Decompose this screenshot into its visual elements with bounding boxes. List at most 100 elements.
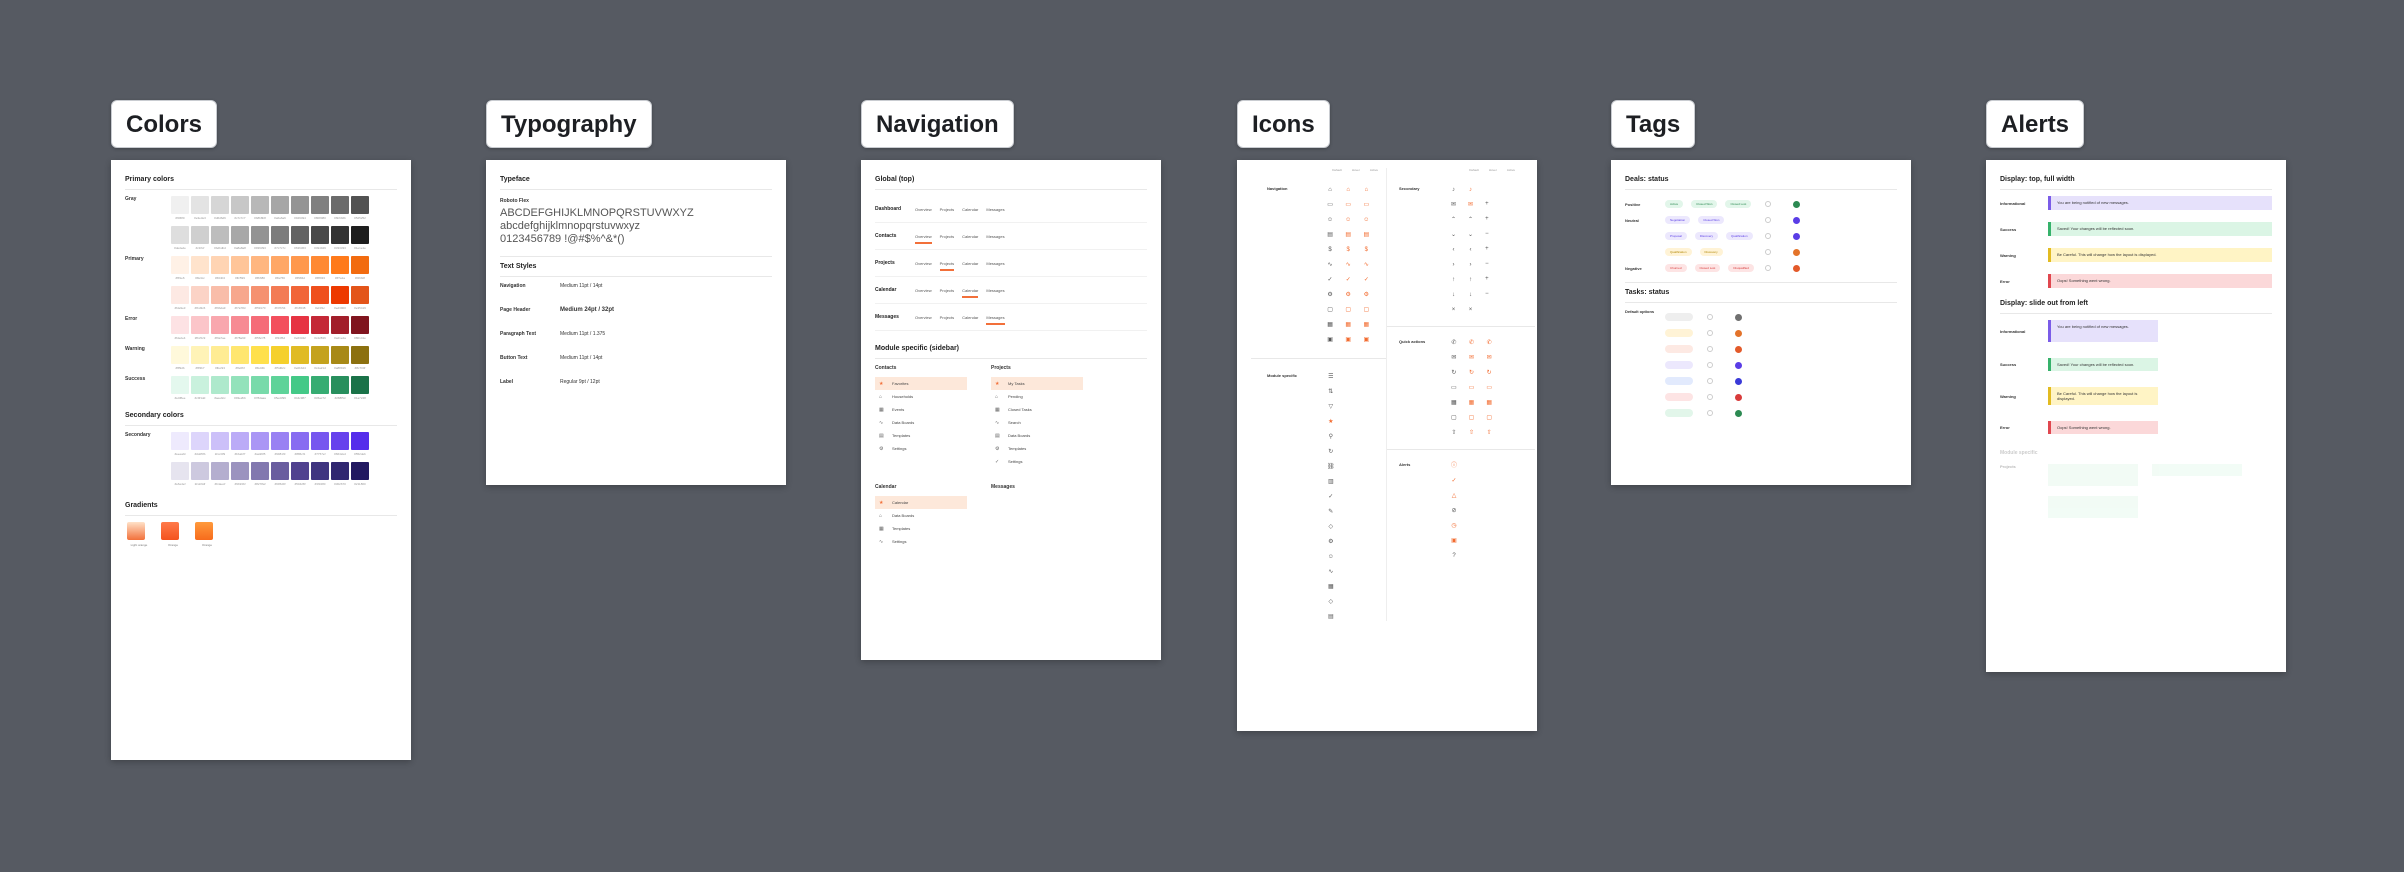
projects-icon[interactable]: ▤ [1327,232,1333,238]
tasks-icon[interactable]: ✓ [1327,277,1333,283]
arrow-down-icon[interactable]: ↓ [1469,292,1473,298]
nav-tab[interactable]: Overview [915,206,932,212]
color-swatch[interactable]: #949494 [291,196,309,222]
color-swatch[interactable]: #f7a78d [231,286,249,312]
sidebar-item[interactable]: ✓ Settings [991,455,1083,468]
close-icon[interactable]: × [1468,307,1473,313]
color-swatch[interactable]: #a21e2a [331,316,349,342]
alert-banner[interactable]: Saved! Your changes will be reflected so… [2048,222,2272,236]
chevron-up-icon[interactable]: ⌃ [1468,217,1474,223]
status-tag[interactable]: Closed Lost [1694,264,1721,272]
nav-tab[interactable]: Projects [939,233,955,239]
projects-icon[interactable]: ▤ [1345,232,1352,238]
sync-icon[interactable]: ↻ [1451,370,1457,376]
links-icon[interactable]: ∿ [1345,262,1351,268]
color-swatch[interactable]: #ddd5fb [191,432,209,458]
plus-icon[interactable]: + [1485,216,1489,222]
color-swatch[interactable]: #ff8933 [311,256,329,282]
color-swatch[interactable]: #a8a8a8 [231,226,249,252]
upload-icon[interactable]: ⇧ [1468,430,1475,436]
alert-banner[interactable]: Be Careful. This will change how the lay… [2048,248,2272,262]
check-icon[interactable]: ✓ [1328,494,1334,500]
color-swatch[interactable]: #f26b0f [351,256,369,282]
search-icon[interactable]: ⚲ [1328,434,1334,440]
nav-tab[interactable]: Overview [915,233,932,244]
calendar-icon[interactable]: ▦ [1327,322,1333,328]
list-icon[interactable]: ☰ [1328,374,1334,380]
upload-icon[interactable]: ⇧ [1486,430,1492,436]
home-icon[interactable]: ⌂ [1364,187,1369,193]
contacts-icon[interactable]: ☺ [1363,217,1370,223]
note-icon[interactable]: ▭ [1451,385,1457,391]
color-swatch[interactable]: #f34f5d [271,316,289,342]
status-tag[interactable]: Qualification [1665,248,1692,256]
color-swatch[interactable]: #fff1e6 [171,256,189,282]
settings-icon[interactable]: ⚙ [1327,292,1333,298]
color-swatch[interactable]: #ffa766 [271,256,289,282]
chevron-down-icon[interactable]: ⌄ [1451,232,1457,238]
color-swatch[interactable]: #e63342 [291,316,309,342]
sidebar-item[interactable]: ⚙ Templates [991,442,1083,455]
color-swatch[interactable]: #f16538 [291,286,309,312]
sidebar-item[interactable]: ★ Favorites [875,377,967,390]
nav-tab[interactable]: Projects [939,206,955,212]
status-tag[interactable]: Churned [1665,264,1687,272]
gradient-item[interactable]: Orange [159,522,187,547]
color-swatch[interactable]: #808080 [311,196,329,222]
chevron-down-icon[interactable]: ⌄ [1468,232,1474,238]
sync-icon[interactable]: ↻ [1468,370,1475,376]
nav-tab[interactable]: Messages [986,314,1005,325]
deals-icon[interactable]: $ [1328,247,1332,253]
color-swatch[interactable]: #695d9f [271,462,289,488]
color-swatch[interactable]: #e0bb24 [291,346,309,372]
alert-banner[interactable]: Oops! Something went wrong. [2048,274,2272,288]
color-swatch[interactable]: #aee9cc [211,376,229,402]
color-swatch[interactable]: #5ed399 [271,376,289,402]
status-tag[interactable]: Active [1665,200,1684,208]
mail-icon[interactable]: ✉ [1451,202,1457,208]
color-swatch[interactable]: #f37b54 [271,286,289,312]
email-icon[interactable]: ✉ [1468,355,1475,361]
color-swatch[interactable]: #7757ef [311,432,329,458]
color-swatch[interactable]: #ffec93 [211,346,229,372]
chevron-right-icon[interactable]: › [1469,262,1472,268]
calendar-icon[interactable]: ▦ [1451,400,1457,406]
calendar-icon[interactable]: ▦ [1327,584,1334,590]
deals-icon[interactable]: $ [1346,247,1350,253]
contacts-icon[interactable]: ☺ [1345,217,1352,223]
status-tag[interactable]: Qualification [1726,232,1753,240]
arrow-up-icon[interactable]: ↑ [1469,277,1473,283]
color-swatch[interactable]: #ed3900 [331,286,349,312]
status-tag[interactable]: Negotiation [1665,216,1691,224]
folder-icon[interactable]: ▢ [1327,307,1333,313]
tag2-icon[interactable]: ◇ [1328,599,1334,605]
slide-alert[interactable]: Saved! Your changes will be reflected so… [2048,358,2158,371]
color-swatch[interactable]: #494949 [311,226,329,252]
nav-tab[interactable]: Projects [939,260,955,271]
color-swatch[interactable]: #cfcfcf [191,226,209,252]
note-icon[interactable]: ▭ [1468,385,1475,391]
calendar-icon[interactable]: ▦ [1363,322,1370,328]
color-swatch[interactable]: #f5d02c [271,346,289,372]
plus-icon[interactable]: + [1485,276,1489,282]
sidebar-item[interactable]: ∿ Settings [875,535,967,548]
messages-icon[interactable]: ▣ [1363,337,1370,343]
status-tag[interactable]: Disqualified [1728,264,1754,272]
archive-icon[interactable]: ▤ [1327,614,1334,620]
chart-icon[interactable]: ▥ [1327,479,1334,485]
color-swatch[interactable]: #ffd4b3 [211,256,229,282]
color-swatch[interactable]: #8278af [251,462,269,488]
frame-label-typography[interactable]: Typography [486,100,652,148]
sidebar-item[interactable]: ▤ Templates [875,429,967,442]
link-icon[interactable]: ⛓ [1327,464,1335,470]
color-swatch[interactable]: #b8b8b8 [251,196,269,222]
sidebar-item[interactable]: ▤ Data Boards [991,429,1083,442]
color-swatch[interactable]: #a88916 [331,346,349,372]
refresh-icon[interactable]: ↻ [1328,449,1334,455]
chat-icon[interactable]: ▢ [1468,415,1475,421]
frame-label-icons[interactable]: Icons [1237,100,1330,148]
frame-label-tags[interactable]: Tags [1611,100,1696,148]
alert-banner[interactable]: You are being notified of new messages. [2048,196,2272,210]
folder-icon[interactable]: ▢ [1345,307,1352,313]
color-swatch[interactable]: #fde9e3 [171,286,189,312]
